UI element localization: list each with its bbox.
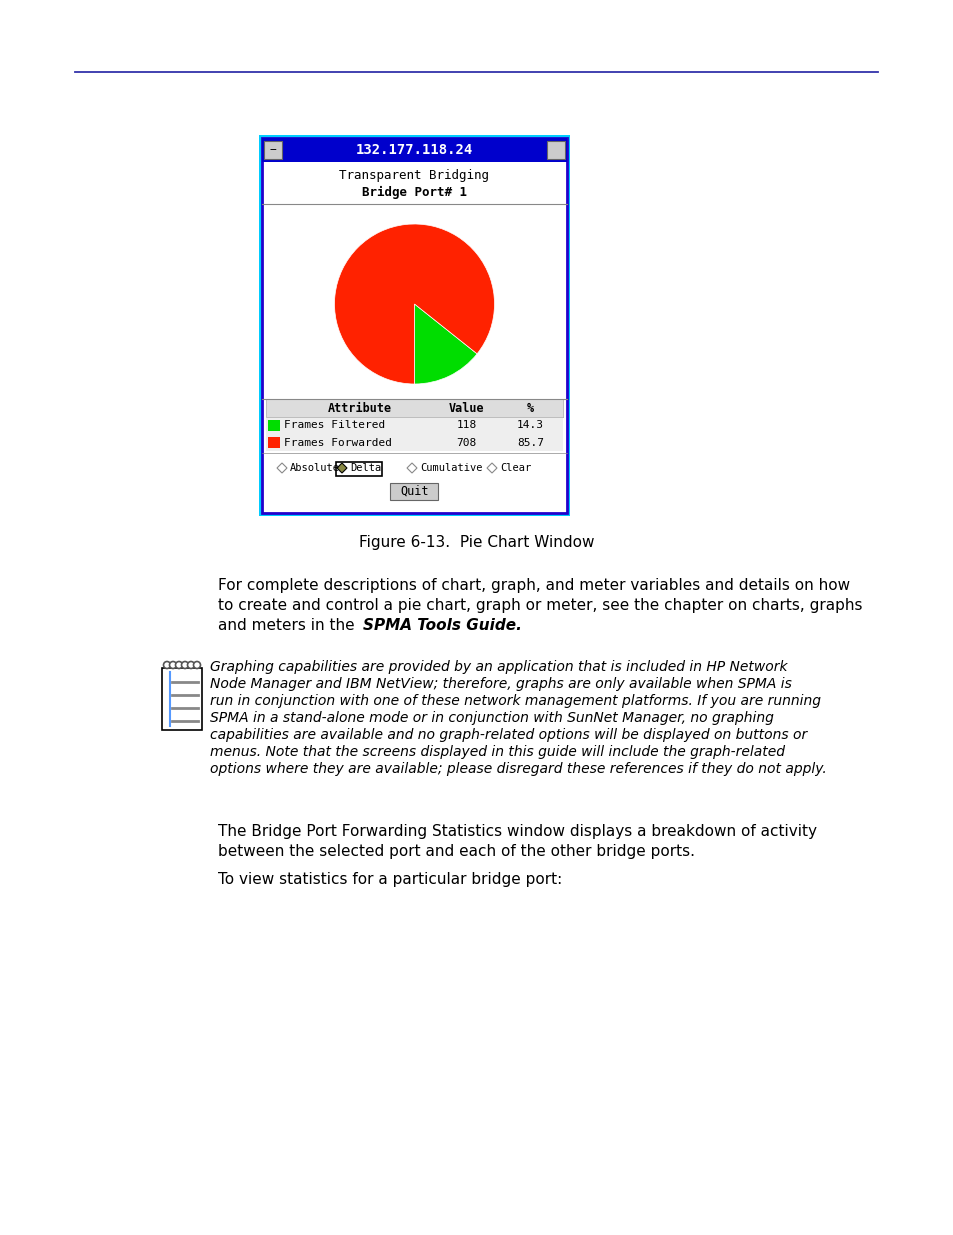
Circle shape [170,662,176,668]
Text: The Bridge Port Forwarding Statistics window displays a breakdown of activity: The Bridge Port Forwarding Statistics wi… [218,824,816,839]
Text: 118: 118 [456,420,476,431]
Bar [262,138,566,513]
Circle shape [193,662,200,668]
Text: to create and control a pie chart, graph or meter, see the chapter on charts, gr: to create and control a pie chart, graph… [218,598,862,613]
Bar [266,433,562,451]
Text: Bridge Port# 1: Bridge Port# 1 [361,185,467,199]
Text: Frames Filtered: Frames Filtered [284,420,385,431]
Text: Frames Forwarded: Frames Forwarded [284,437,392,447]
Circle shape [175,662,182,668]
Text: %: % [526,401,534,415]
Text: capabilities are available and no graph-related options will be displayed on but: capabilities are available and no graph-… [210,727,806,742]
Circle shape [188,662,194,668]
Polygon shape [486,463,497,473]
Text: Transparent Bridging: Transparent Bridging [339,169,489,183]
Bar [268,437,280,448]
Text: between the selected port and each of the other bridge ports.: between the selected port and each of th… [218,844,695,860]
Bar [262,138,566,162]
Polygon shape [407,463,416,473]
Text: run in conjunction with one of these network management platforms. If you are ru: run in conjunction with one of these net… [210,694,821,708]
Text: Value: Value [448,401,484,415]
Text: SPMA Tools Guide.: SPMA Tools Guide. [363,618,521,634]
Text: options where they are available; please disregard these references if they do n: options where they are available; please… [210,762,826,776]
Circle shape [181,662,189,668]
Text: Figure 6-13.  Pie Chart Window: Figure 6-13. Pie Chart Window [359,536,594,551]
Bar [390,483,438,500]
Wedge shape [335,224,494,384]
Polygon shape [276,463,287,473]
Bar [268,420,280,431]
Text: Delta: Delta [350,463,381,473]
Bar [264,141,282,159]
Text: menus. Note that the screens displayed in this guide will include the graph-rela: menus. Note that the screens displayed i… [210,745,784,760]
Text: −: − [270,144,276,156]
Wedge shape [414,304,476,384]
Text: 708: 708 [456,437,476,447]
Text: Clear: Clear [499,463,531,473]
Polygon shape [336,463,347,473]
Text: To view statistics for a particular bridge port:: To view statistics for a particular brid… [218,872,561,887]
Circle shape [163,662,171,668]
Text: 132.177.118.24: 132.177.118.24 [355,143,473,157]
Text: SPMA in a stand-alone mode or in conjunction with SunNet Manager, no graphing: SPMA in a stand-alone mode or in conjunc… [210,711,773,725]
Bar [162,668,202,730]
Text: 85.7: 85.7 [517,437,543,447]
Bar [546,141,564,159]
Text: and meters in the: and meters in the [218,618,359,634]
Text: Graphing capabilities are provided by an application that is included in HP Netw: Graphing capabilities are provided by an… [210,659,786,674]
Bar [258,135,569,516]
Text: Quit: Quit [400,485,428,498]
Text: Node Manager and IBM NetView; therefore, graphs are only available when SPMA is: Node Manager and IBM NetView; therefore,… [210,677,791,692]
Text: For complete descriptions of chart, graph, and meter variables and details on ho: For complete descriptions of chart, grap… [218,578,849,593]
Text: Attribute: Attribute [327,401,392,415]
Bar [266,417,562,433]
Text: 14.3: 14.3 [517,420,543,431]
Bar [335,462,382,475]
Text: Absolute: Absolute [290,463,339,473]
Bar [266,399,562,417]
Text: Cumulative: Cumulative [419,463,482,473]
